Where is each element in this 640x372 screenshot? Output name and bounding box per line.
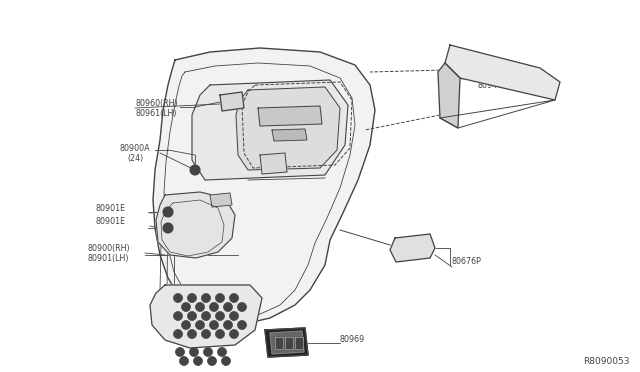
Circle shape (193, 356, 202, 366)
Polygon shape (150, 285, 262, 348)
Polygon shape (260, 153, 287, 174)
Polygon shape (272, 129, 307, 141)
Text: 80961(LH): 80961(LH) (135, 109, 177, 118)
Circle shape (163, 207, 173, 217)
Circle shape (189, 347, 198, 356)
Circle shape (202, 330, 211, 339)
Circle shape (207, 356, 216, 366)
Circle shape (202, 294, 211, 302)
Polygon shape (265, 328, 308, 357)
Polygon shape (390, 234, 435, 262)
Text: 80901(LH): 80901(LH) (88, 253, 129, 263)
Text: 80969: 80969 (340, 336, 365, 344)
Circle shape (237, 302, 246, 311)
Polygon shape (438, 63, 460, 128)
Circle shape (216, 330, 225, 339)
Circle shape (173, 311, 182, 321)
Polygon shape (295, 337, 303, 349)
Text: 80960(RH): 80960(RH) (135, 99, 178, 108)
Circle shape (216, 311, 225, 321)
Circle shape (230, 330, 239, 339)
Text: 80900A: 80900A (120, 144, 150, 153)
Circle shape (173, 330, 182, 339)
Circle shape (188, 294, 196, 302)
Polygon shape (220, 92, 244, 111)
Text: 80676P: 80676P (452, 257, 482, 266)
Polygon shape (270, 331, 304, 354)
Circle shape (188, 311, 196, 321)
Polygon shape (445, 45, 560, 100)
Circle shape (209, 321, 218, 330)
Circle shape (195, 302, 205, 311)
Circle shape (190, 165, 200, 175)
Circle shape (188, 330, 196, 339)
Circle shape (237, 321, 246, 330)
Text: 80900(RH): 80900(RH) (88, 244, 131, 253)
Polygon shape (285, 337, 293, 349)
Circle shape (223, 302, 232, 311)
Circle shape (216, 294, 225, 302)
Circle shape (230, 294, 239, 302)
Circle shape (175, 347, 184, 356)
Circle shape (179, 356, 189, 366)
Circle shape (230, 311, 239, 321)
Text: R8090053: R8090053 (584, 357, 630, 366)
Circle shape (173, 294, 182, 302)
Polygon shape (153, 48, 375, 325)
Text: 80901E: 80901E (96, 203, 126, 212)
Circle shape (221, 356, 230, 366)
Circle shape (202, 311, 211, 321)
Polygon shape (275, 337, 283, 349)
Circle shape (204, 347, 212, 356)
Circle shape (223, 321, 232, 330)
Polygon shape (236, 87, 340, 170)
Circle shape (182, 321, 191, 330)
Polygon shape (156, 192, 235, 258)
Text: 80940(RH): 80940(RH) (478, 71, 520, 80)
Text: (24): (24) (127, 154, 143, 163)
Text: 80901E: 80901E (96, 217, 126, 225)
Circle shape (163, 223, 173, 233)
Polygon shape (210, 193, 232, 207)
Circle shape (182, 302, 191, 311)
Circle shape (209, 302, 218, 311)
Circle shape (195, 321, 205, 330)
Polygon shape (192, 80, 348, 180)
Text: 80941(LH): 80941(LH) (478, 80, 520, 90)
Circle shape (218, 347, 227, 356)
Polygon shape (258, 106, 322, 126)
